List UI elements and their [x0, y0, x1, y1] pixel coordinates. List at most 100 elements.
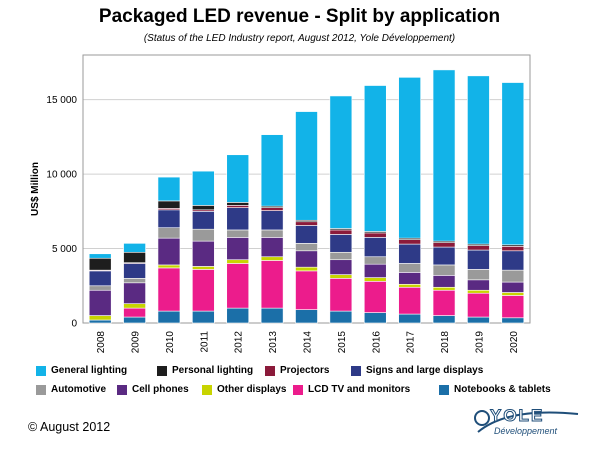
bar-segment — [192, 269, 215, 312]
copyright-text: © August 2012 — [28, 420, 111, 434]
bar-segment — [157, 200, 181, 209]
bar-segment — [398, 239, 421, 245]
legend-item: Projectors — [265, 365, 329, 376]
bar-segment — [467, 316, 490, 324]
legend-label: LCD TV and monitors — [308, 384, 411, 395]
legend-label: Cell phones — [132, 384, 189, 395]
legend-item: LCD TV and monitors — [293, 384, 410, 395]
x-tick-label: 2016 — [371, 331, 382, 354]
bar-segment — [398, 286, 421, 315]
legend-item: Other displays — [202, 384, 286, 395]
bar-segment — [467, 292, 490, 318]
bar-segment — [88, 315, 112, 321]
bar-segment — [501, 292, 525, 296]
legend-swatch — [202, 384, 212, 395]
bar-segment — [363, 277, 387, 282]
bar-segment — [432, 69, 456, 242]
bar-segment — [260, 229, 284, 238]
legend-item: Signs and large displays — [351, 365, 483, 376]
bar-segment — [157, 267, 181, 312]
bar-segment — [363, 263, 387, 278]
legend-item: Cell phones — [117, 384, 189, 395]
bar-segment — [226, 237, 250, 261]
legend-swatch — [293, 384, 303, 395]
y-tick-label: 5 000 — [52, 244, 77, 255]
chart-legend: General lighting Personal lighting Project… — [36, 365, 576, 403]
bar-segment — [295, 225, 318, 244]
bar-segment — [123, 251, 146, 263]
bar-segment — [432, 242, 456, 248]
legend-swatch — [117, 384, 127, 395]
bar-segment — [123, 307, 146, 318]
legend-row: Automotive Cell phones Other displays LCD T… — [36, 384, 576, 403]
bar-segment — [157, 237, 181, 266]
bar-segment — [398, 272, 421, 285]
bar-segment — [501, 269, 525, 283]
bar-segment — [88, 257, 112, 271]
legend-label: Notebooks & tablets — [454, 384, 551, 395]
bar-segment — [467, 269, 490, 281]
bar-segment — [192, 205, 215, 211]
x-tick-label: 2014 — [303, 331, 314, 354]
bar-segment — [123, 303, 146, 309]
bar-segment — [398, 77, 421, 239]
bar-segment — [88, 270, 112, 287]
bar-segment — [260, 307, 284, 324]
x-tick-label: 2010 — [165, 331, 176, 354]
logo-text: YOLE — [489, 406, 545, 426]
bar-segment — [467, 75, 490, 245]
bar-segment — [329, 251, 353, 261]
bar-segment — [432, 264, 456, 276]
x-tick-label: 2013 — [268, 331, 279, 354]
bar-segment — [260, 256, 284, 261]
bar-segment — [329, 310, 353, 324]
bar-segment — [398, 243, 421, 264]
legend-swatch — [439, 384, 449, 395]
bar-segment — [226, 207, 250, 231]
bar-segment — [295, 111, 318, 221]
legend-swatch — [351, 365, 361, 376]
bar-segment — [501, 246, 525, 252]
bar-segment — [123, 263, 146, 279]
y-tick-label: 10 000 — [46, 170, 77, 181]
bar-segment — [88, 319, 112, 324]
bar-segment — [295, 243, 318, 252]
legend-item: Automotive — [36, 384, 106, 395]
bar-segment — [192, 310, 215, 324]
legend-label: Signs and large displays — [366, 365, 484, 376]
x-tick-label: 2018 — [440, 331, 451, 354]
bar-segment — [501, 317, 525, 324]
y-tick-label: 15 000 — [46, 95, 77, 106]
bar-segment — [329, 274, 353, 279]
x-tick-label: 2012 — [234, 331, 245, 354]
legend-label: Projectors — [280, 365, 330, 376]
x-tick-label: 2008 — [96, 331, 107, 354]
bar-segment — [192, 228, 215, 242]
bar-segment — [501, 295, 525, 319]
bar-segment — [260, 237, 284, 258]
bar-segment — [226, 205, 250, 208]
bar-segment — [123, 282, 146, 304]
bar-segment — [295, 221, 318, 226]
legend-swatch — [36, 384, 46, 395]
bar-segment — [88, 253, 112, 259]
legend-item: Notebooks & tablets — [439, 384, 551, 395]
bar-segment — [329, 229, 353, 235]
bar-segment — [329, 259, 353, 275]
bar-segment — [467, 249, 490, 270]
bar-segment — [157, 176, 181, 202]
bar-segment — [123, 243, 146, 253]
bar-segment — [363, 312, 387, 324]
bar-segment — [157, 264, 181, 269]
bar-segment — [88, 285, 112, 291]
bar-segment — [432, 315, 456, 324]
bar-segment — [260, 260, 284, 309]
bar-segment — [157, 310, 181, 324]
legend-label: Personal lighting — [172, 365, 254, 376]
yole-logo: YOLE Développement — [468, 402, 588, 452]
bar-segment — [295, 270, 318, 310]
legend-item: General lighting — [36, 365, 127, 376]
x-tick-label: 2020 — [509, 331, 520, 354]
legend-swatch — [157, 365, 167, 376]
bar-segment — [501, 82, 525, 246]
